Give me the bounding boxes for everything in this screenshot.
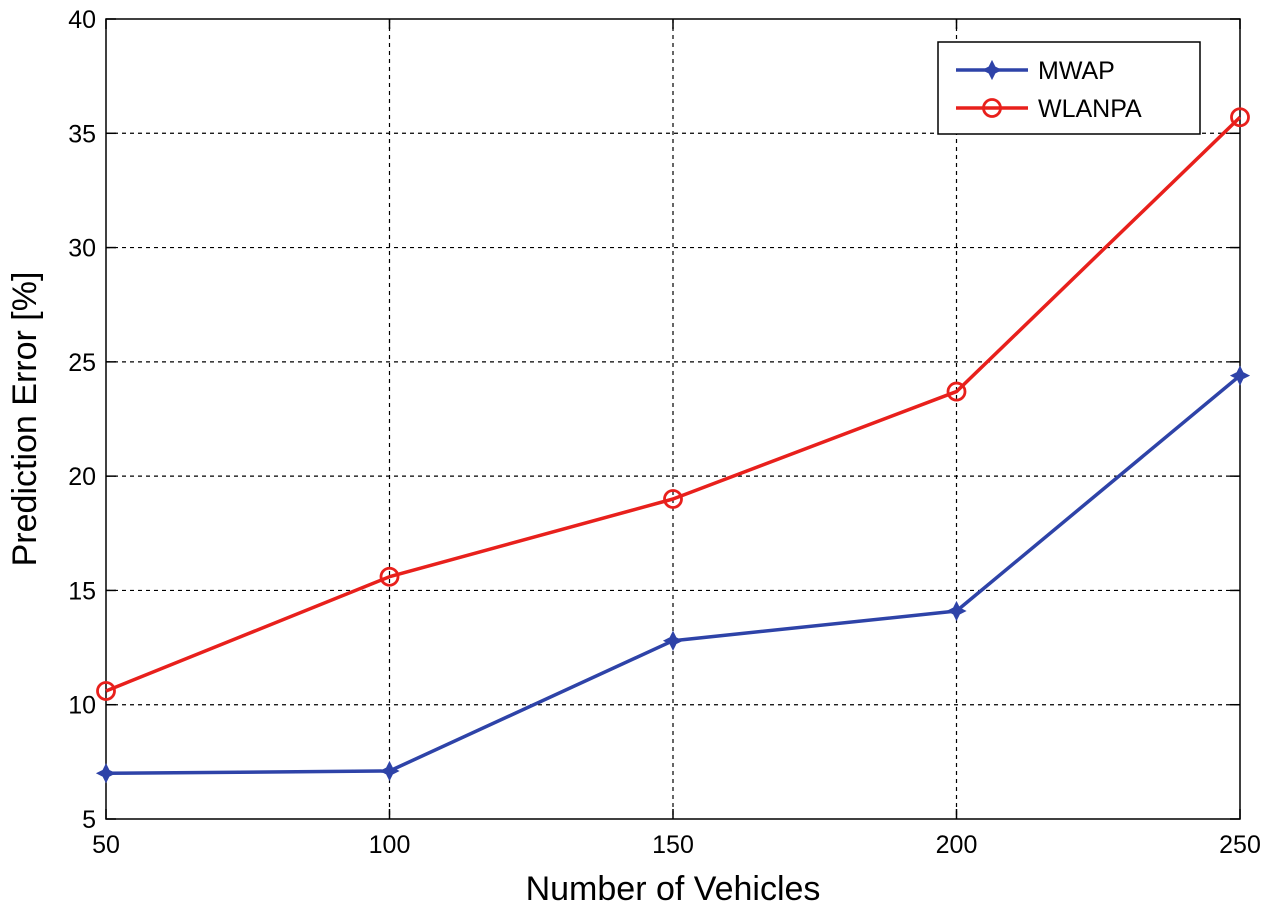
data-point-wlanpa <box>379 566 400 587</box>
data-point-mwap <box>1229 365 1251 386</box>
data-point-wlanpa <box>96 681 116 701</box>
legend-item-mwap: MWAP <box>956 57 1115 85</box>
axis-ticks: 50 100 150 200 250 5 10 15 20 25 30 35 40 <box>68 6 1261 859</box>
legend: MWAP WLANPA <box>937 41 1201 135</box>
legend-swatch-marker <box>982 98 1002 118</box>
y-tick-label: 40 <box>68 6 96 34</box>
x-tick-label: 250 <box>1219 831 1261 859</box>
x-tick-label: 50 <box>92 831 120 859</box>
x-axis-label: Number of Vehicles <box>526 870 821 908</box>
grid-lines <box>106 19 1240 819</box>
series-mwap <box>95 365 1251 784</box>
legend-swatch-marker <box>981 59 1003 81</box>
series-wlanpa <box>96 107 1250 701</box>
data-series <box>95 107 1251 784</box>
x-tick-label: 100 <box>369 831 411 859</box>
y-tick-label: 5 <box>82 806 96 834</box>
legend-item-wlanpa: WLANPA <box>956 95 1142 123</box>
x-tick-label: 150 <box>652 831 694 859</box>
legend-label: MWAP <box>1038 57 1115 85</box>
x-tick-label: 200 <box>936 831 978 859</box>
y-tick-label: 30 <box>68 235 96 263</box>
data-point-wlanpa <box>663 489 683 509</box>
data-point-mwap <box>662 630 684 651</box>
y-tick-label: 15 <box>68 577 96 605</box>
y-tick-label: 20 <box>68 463 96 491</box>
data-point-mwap <box>95 763 117 784</box>
data-point-mwap <box>946 600 967 622</box>
legend-label: WLANPA <box>1038 95 1142 123</box>
legend-box <box>937 41 1201 135</box>
series-line-wlanpa <box>105 116 1242 693</box>
y-tick-label: 10 <box>68 692 96 720</box>
data-point-wlanpa <box>1230 107 1250 128</box>
y-tick-label: 25 <box>68 349 96 377</box>
data-point-mwap <box>379 760 400 782</box>
y-axis-label: Prediction Error [%] <box>6 272 44 567</box>
data-point-wlanpa <box>946 381 967 402</box>
y-tick-label: 35 <box>68 120 96 148</box>
